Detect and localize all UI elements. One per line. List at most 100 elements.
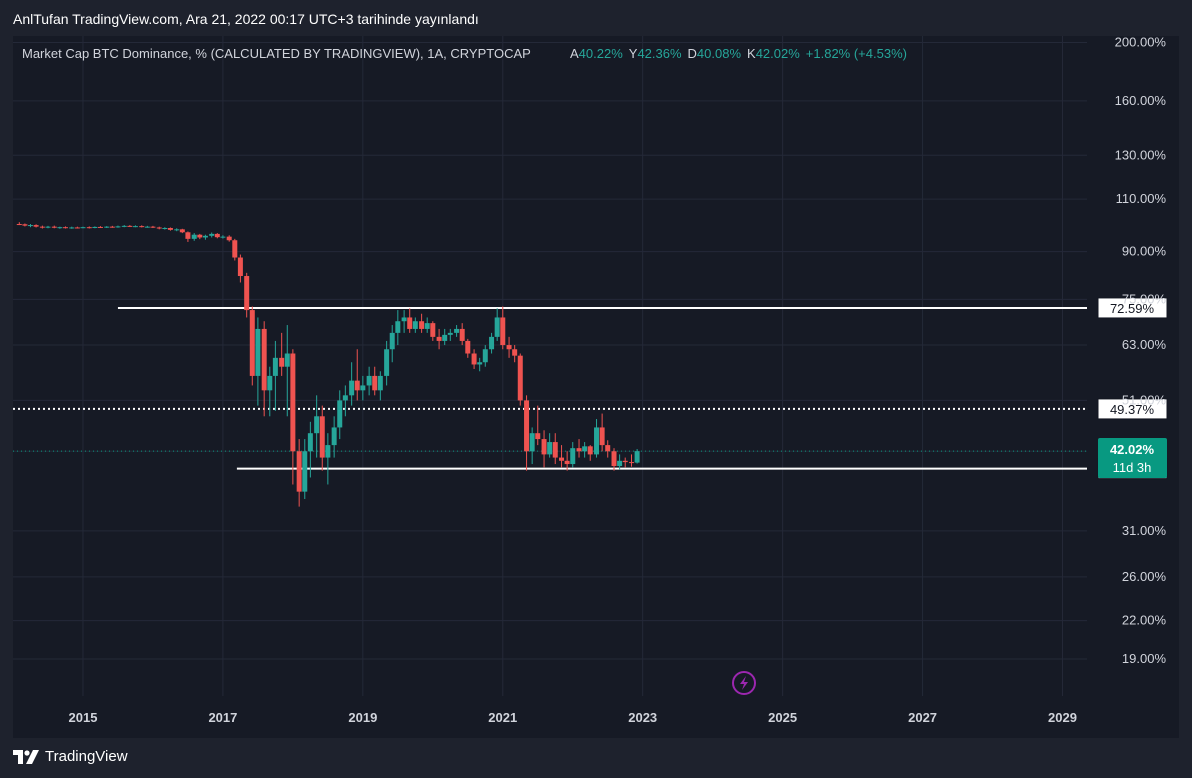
candle[interactable]	[424, 317, 430, 333]
candle[interactable]	[547, 433, 553, 458]
candle[interactable]	[290, 349, 296, 485]
candle[interactable]	[524, 395, 530, 471]
candle[interactable]	[576, 439, 582, 458]
candle[interactable]	[51, 225, 57, 229]
candle[interactable]	[97, 226, 103, 228]
candle[interactable]	[372, 366, 378, 396]
candle[interactable]	[232, 238, 238, 261]
candle[interactable]	[185, 231, 191, 242]
candle[interactable]	[62, 226, 68, 229]
candle[interactable]	[22, 223, 28, 227]
candle[interactable]	[552, 433, 558, 465]
candle[interactable]	[401, 310, 407, 333]
candle[interactable]	[494, 308, 500, 341]
candle[interactable]	[331, 416, 337, 458]
candle[interactable]	[69, 226, 75, 229]
candle[interactable]	[307, 421, 313, 478]
candle[interactable]	[127, 225, 133, 227]
candle[interactable]	[86, 226, 92, 229]
candle[interactable]	[197, 233, 203, 240]
candle[interactable]	[267, 366, 273, 417]
candle[interactable]	[220, 235, 226, 239]
candle[interactable]	[471, 349, 477, 369]
candle[interactable]	[442, 328, 448, 346]
candle[interactable]	[45, 225, 51, 229]
candle[interactable]	[617, 454, 623, 470]
candle[interactable]	[482, 345, 488, 367]
chart-svg[interactable]: 72.59%49.37%39.31% 200.00%160.00%130.00%…	[13, 36, 1179, 738]
candle[interactable]	[209, 232, 215, 238]
candle[interactable]	[582, 442, 588, 458]
candle[interactable]	[249, 306, 255, 386]
candle[interactable]	[302, 439, 308, 500]
candle[interactable]	[284, 325, 290, 417]
candle[interactable]	[489, 332, 495, 354]
candle[interactable]	[279, 332, 285, 376]
candle[interactable]	[506, 336, 512, 358]
candle[interactable]	[342, 385, 348, 417]
candle[interactable]	[622, 457, 628, 468]
candle[interactable]	[325, 433, 331, 485]
candle[interactable]	[202, 234, 208, 240]
candle[interactable]	[144, 225, 150, 228]
candlestick-series[interactable]	[16, 222, 640, 507]
candle[interactable]	[33, 224, 39, 228]
candle[interactable]	[39, 225, 45, 229]
candle[interactable]	[570, 442, 576, 468]
candle[interactable]	[104, 226, 110, 228]
candle[interactable]	[214, 233, 220, 239]
candle[interactable]	[319, 405, 325, 471]
candle[interactable]	[16, 222, 22, 226]
candle[interactable]	[115, 225, 121, 228]
candle[interactable]	[459, 323, 465, 346]
candle[interactable]	[132, 225, 138, 228]
candle[interactable]	[191, 233, 197, 241]
candle[interactable]	[559, 445, 565, 468]
candle[interactable]	[535, 405, 541, 446]
alert-icon[interactable]	[732, 671, 756, 695]
candle[interactable]	[92, 226, 98, 229]
candle[interactable]	[477, 357, 483, 372]
candle[interactable]	[57, 226, 63, 229]
candle[interactable]	[366, 366, 372, 396]
candle[interactable]	[162, 227, 168, 230]
candle[interactable]	[629, 454, 635, 467]
candle[interactable]	[465, 338, 471, 358]
candle[interactable]	[395, 310, 401, 346]
candle[interactable]	[517, 353, 523, 406]
candle[interactable]	[337, 390, 343, 440]
candle[interactable]	[109, 225, 115, 228]
candle[interactable]	[272, 340, 278, 411]
candle[interactable]	[564, 451, 570, 471]
candle[interactable]	[512, 345, 518, 363]
candle[interactable]	[587, 445, 593, 461]
candle[interactable]	[314, 395, 320, 458]
candle[interactable]	[377, 371, 383, 401]
candle[interactable]	[244, 272, 250, 318]
candle[interactable]	[412, 317, 418, 333]
candle[interactable]	[634, 449, 640, 464]
candle[interactable]	[529, 427, 535, 465]
candle[interactable]	[179, 228, 185, 234]
candle[interactable]	[27, 224, 33, 228]
candle[interactable]	[500, 306, 506, 350]
candle[interactable]	[74, 226, 80, 229]
candle[interactable]	[139, 225, 145, 228]
candle[interactable]	[407, 308, 413, 333]
candle[interactable]	[599, 413, 605, 452]
candle[interactable]	[80, 226, 86, 229]
candle[interactable]	[261, 321, 267, 417]
candle[interactable]	[150, 225, 156, 228]
candle[interactable]	[454, 325, 460, 337]
candle[interactable]	[384, 340, 390, 386]
candle[interactable]	[255, 317, 261, 406]
candle[interactable]	[156, 226, 162, 230]
candle[interactable]	[389, 325, 395, 363]
chart-panel[interactable]: 72.59%49.37%39.31% 200.00%160.00%130.00%…	[13, 36, 1179, 738]
candle[interactable]	[541, 430, 547, 468]
candle[interactable]	[174, 228, 180, 232]
last-price-tag[interactable]: 42.02% 11d 3h	[1098, 438, 1167, 478]
candle[interactable]	[447, 328, 453, 341]
candle[interactable]	[419, 313, 425, 333]
candle[interactable]	[605, 440, 611, 458]
